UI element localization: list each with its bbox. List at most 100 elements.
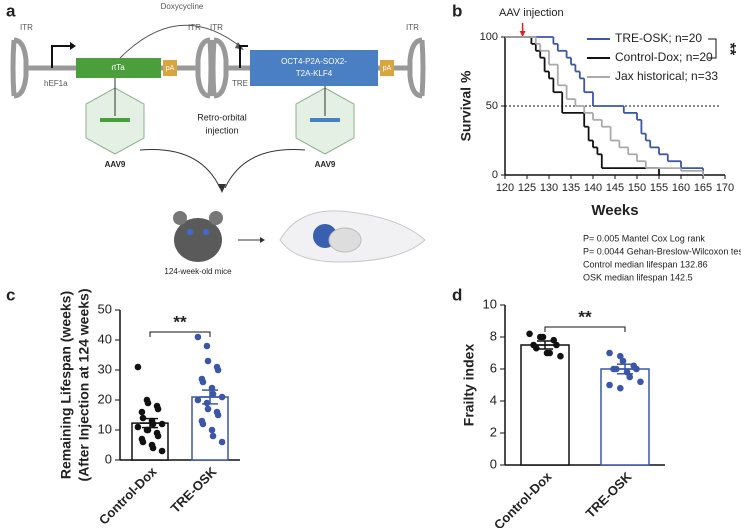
data-point [209, 432, 217, 440]
x-tick-label: TRE-OSK [168, 464, 220, 516]
gene-box [250, 50, 378, 86]
bar [520, 344, 570, 466]
note: P= 0.005 Mantel Cox Log rank [583, 233, 705, 243]
y-tick-label: 2 [490, 424, 497, 439]
panel-label: c [6, 285, 15, 304]
polya-label: pA [383, 65, 392, 72]
mouse-ear [173, 211, 187, 225]
x-tick-label: 170 [716, 182, 734, 194]
data-point [199, 420, 207, 428]
data-point [194, 333, 202, 341]
promoter-label: TRE [232, 79, 248, 88]
data-point [203, 399, 211, 407]
data-point [203, 342, 211, 350]
significance-bracket [708, 38, 717, 59]
note: Control median lifespan 132.86 [583, 259, 708, 269]
note: P= 0.0044 Gehan-Breslow-Wilcoxon test [583, 246, 741, 256]
promoter-label: hEF1a [44, 79, 68, 88]
data-point [138, 408, 146, 416]
arrow-head [519, 31, 526, 37]
polya-label: pA [166, 65, 175, 72]
y-tick-label: 10 [98, 421, 112, 436]
data-point [606, 349, 613, 357]
y-axis-label: Frailty index [461, 344, 477, 427]
y-tick-label: 10 [483, 296, 497, 311]
data-point [209, 390, 217, 398]
data-point [194, 396, 202, 404]
data-point [553, 341, 560, 349]
data-point [139, 438, 147, 446]
capsid-label: AAV9 [315, 160, 336, 169]
y-axis-label: Survival % [458, 70, 474, 141]
promoter-arrow [239, 45, 248, 68]
dox-arrow [119, 24, 243, 59]
note: OSK median lifespan 142.5 [583, 272, 693, 282]
y-tick-label: 30 [98, 361, 112, 376]
mouse-eye [203, 229, 209, 235]
x-tick-label: Control-Dox [491, 468, 555, 528]
significance: ** [578, 307, 592, 326]
y-axis-label: (After Injection at 124 weeks) [76, 289, 92, 482]
data-point [144, 399, 152, 407]
data-point [626, 373, 634, 381]
x-tick-label: Control-Dox [96, 463, 160, 527]
panel-a: a b c d ITR ITR hEF1a rtTa pA Doxycyclin… [6, 1, 462, 304]
x-tick-label: 125 [518, 182, 536, 194]
data-point [616, 384, 624, 392]
data-point [158, 420, 166, 428]
inducer-label: Doxycycline [161, 2, 204, 11]
panel-label: b [452, 1, 462, 20]
y-tick-label: 50 [486, 100, 498, 112]
data-point [204, 405, 212, 413]
itr-label: ITR [406, 23, 419, 32]
merge-arrow [139, 148, 306, 189]
data-point [619, 357, 627, 365]
data-point [606, 381, 613, 389]
annotation: AAV injection [499, 7, 564, 19]
y-tick-label: 20 [98, 391, 112, 406]
promoter-arrow [51, 45, 72, 68]
data-point [149, 444, 157, 452]
arrow-head [70, 42, 76, 50]
itr-label: ITR [210, 23, 223, 32]
data-point [214, 411, 222, 419]
data-point [154, 432, 162, 440]
data-point [134, 423, 142, 431]
itr-label: ITR [20, 23, 33, 32]
data-point [526, 330, 533, 338]
data-point [637, 378, 644, 386]
data-point [204, 357, 212, 365]
data-point [199, 378, 207, 386]
significance-bracket [149, 331, 211, 337]
y-tick-label: 0 [492, 169, 498, 181]
x-tick-label: 130 [540, 182, 558, 194]
significance: ** [173, 312, 187, 331]
data-point [218, 393, 226, 401]
data-point [550, 336, 558, 344]
data-point [208, 426, 216, 434]
x-tick-label: 140 [584, 182, 602, 194]
y-tick-label: 50 [98, 301, 112, 316]
x-tick-label: 120 [496, 182, 514, 194]
arrow-head [260, 237, 265, 243]
data-point [616, 352, 624, 360]
capsid-label: AAV9 [105, 160, 126, 169]
route-label: Retro-orbital [197, 112, 247, 122]
polya-box [380, 60, 394, 76]
x-tick-label: 150 [628, 182, 646, 194]
data-point [532, 344, 540, 352]
polya-box [163, 60, 177, 76]
y-tick-label: 8 [490, 328, 497, 343]
data-point [546, 349, 554, 357]
gene-label: OCT4-P2A-SOX2- [281, 57, 347, 66]
itr-label: ITR [188, 23, 201, 32]
route-label: injection [205, 125, 238, 135]
y-tick-label: 0 [105, 451, 112, 466]
data-point [539, 333, 547, 341]
mouse [174, 218, 222, 262]
y-tick-label: 40 [98, 331, 112, 346]
y-tick-label: 0 [490, 456, 497, 471]
panel-label: d [452, 285, 462, 304]
gene-label: rtTa [111, 63, 125, 72]
